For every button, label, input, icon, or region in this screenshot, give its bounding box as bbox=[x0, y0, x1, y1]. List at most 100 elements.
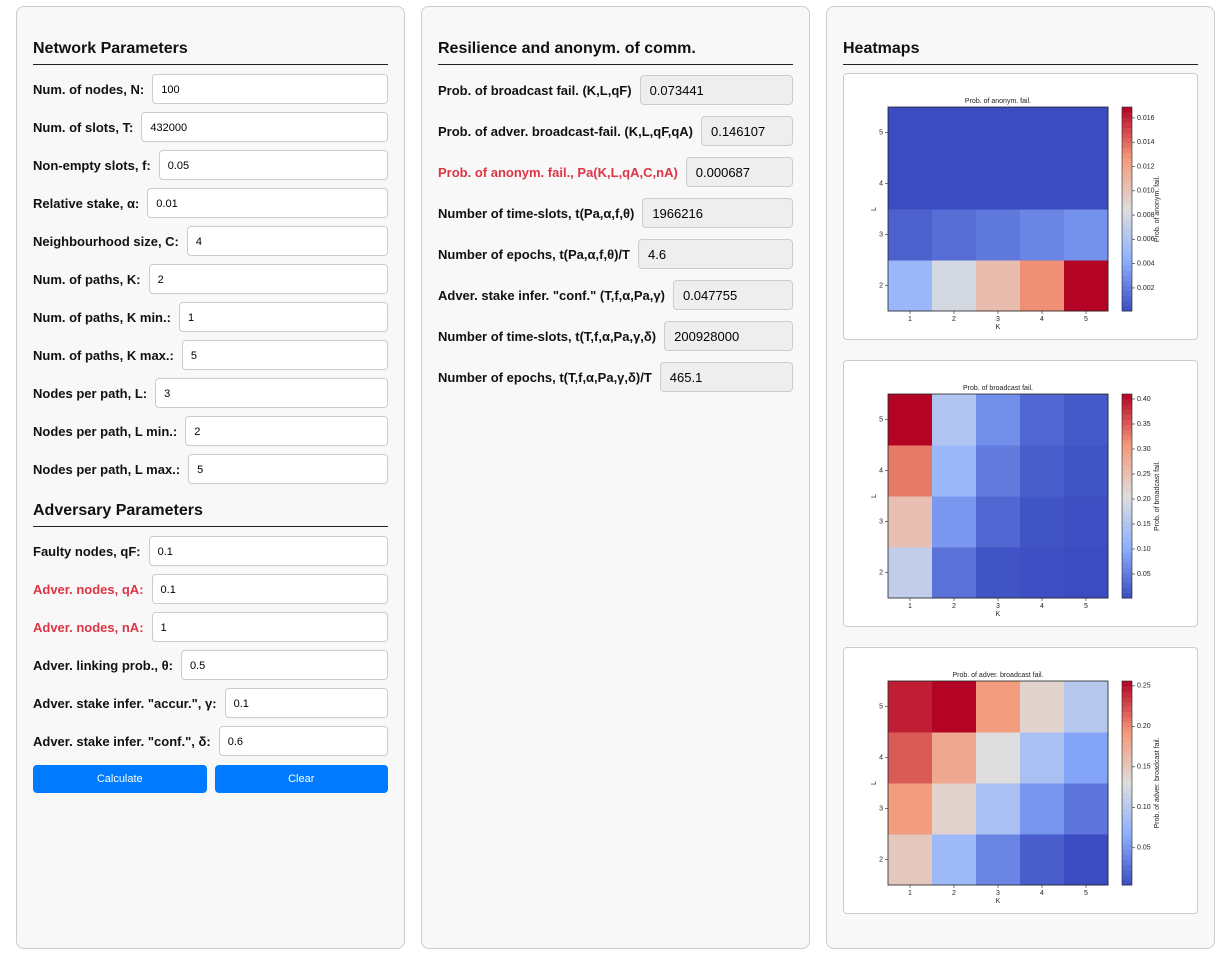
field-input[interactable]: 4 bbox=[186, 226, 388, 256]
field-input[interactable]: 465.1 bbox=[659, 362, 793, 392]
field-input[interactable]: 1 bbox=[151, 612, 388, 642]
field-input[interactable]: 4.6 bbox=[637, 239, 793, 269]
colorbar-step bbox=[1122, 516, 1132, 522]
x-tick-label: 4 bbox=[1040, 316, 1044, 323]
y-tick-label: 5 bbox=[879, 416, 883, 423]
field-input[interactable]: 100 bbox=[152, 74, 388, 104]
field-row: Number of time-slots, t(T,f,α,Pa,γ,δ) 200… bbox=[438, 320, 793, 352]
colorbar-step bbox=[1122, 711, 1132, 718]
heat-cell bbox=[976, 260, 1021, 312]
field-input[interactable]: 0.05 bbox=[158, 150, 388, 180]
field-input[interactable]: 5 bbox=[188, 454, 388, 484]
field-label: Relative stake, α: bbox=[33, 195, 140, 211]
field-input[interactable]: 5 bbox=[181, 340, 388, 370]
colorbar-step bbox=[1122, 686, 1132, 692]
field-row: Number of time-slots, t(Pa,α,f,θ) 1966216 bbox=[438, 197, 793, 229]
colorbar-step bbox=[1122, 470, 1132, 477]
colorbar-step bbox=[1122, 587, 1132, 594]
colorbar-step bbox=[1122, 874, 1132, 881]
colorbar-step bbox=[1122, 803, 1132, 809]
heat-cell bbox=[888, 158, 933, 210]
heat-cell bbox=[888, 834, 933, 886]
field-row: Number of epochs, t(Pa,α,f,θ)/T 4.6 bbox=[438, 238, 793, 270]
field-label: Neighbourhood size, C: bbox=[33, 233, 179, 249]
field-input[interactable]: 2 bbox=[148, 264, 388, 294]
field-row: Adver. nodes, qA: 0.1 bbox=[33, 573, 388, 605]
heatmap-card: Prob. of broadcast fail. 1 2 3 4 5 2 3 4 5 K L 0.05 0… bbox=[843, 360, 1198, 627]
colorbar-step bbox=[1122, 864, 1132, 871]
colorbar-step bbox=[1122, 828, 1132, 835]
field-input[interactable]: 0.1 bbox=[148, 536, 388, 566]
colorbar-step bbox=[1122, 219, 1132, 225]
colorbar-step bbox=[1122, 198, 1132, 205]
x-tick-label: 1 bbox=[908, 603, 912, 610]
heat-cell bbox=[932, 260, 977, 312]
colorbar-step bbox=[1122, 127, 1132, 133]
field-input[interactable]: 0.1 bbox=[224, 688, 388, 718]
field-input[interactable]: 200928000 bbox=[664, 321, 793, 351]
calculate-button[interactable]: Calculate bbox=[33, 765, 207, 793]
colorbar-step bbox=[1122, 762, 1132, 769]
colorbar-step bbox=[1122, 147, 1132, 154]
heatmap-card: Prob. of anonym. fail. 1 2 3 4 5 2 3 4 5 K L 0.002 0.… bbox=[843, 73, 1198, 340]
heat-cell bbox=[932, 681, 977, 733]
colorbar-step bbox=[1122, 834, 1132, 840]
field-input[interactable]: 0.047755 bbox=[672, 280, 793, 310]
heat-cell bbox=[1020, 158, 1065, 210]
clear-button[interactable]: Clear bbox=[214, 765, 388, 793]
heat-cell bbox=[1064, 209, 1109, 261]
colorbar-step bbox=[1122, 429, 1132, 436]
field-input[interactable]: 0.5 bbox=[180, 650, 388, 680]
heat-cell bbox=[1020, 834, 1065, 886]
field-input[interactable]: 0.1 bbox=[151, 574, 388, 604]
field-input[interactable]: 2 bbox=[185, 416, 388, 446]
heat-cell bbox=[888, 107, 933, 159]
colorbar-step bbox=[1122, 229, 1132, 235]
field-input[interactable]: 432000 bbox=[141, 112, 388, 142]
field-input[interactable]: 0.6 bbox=[218, 726, 388, 756]
x-tick-label: 3 bbox=[996, 890, 1000, 897]
section-title: Resilience and anonym. of comm. bbox=[438, 40, 793, 65]
heatmap-card: Prob. of adver. broadcast fail. 1 2 3 4 5 2 3 4 5… bbox=[843, 647, 1198, 914]
colorbar-step bbox=[1122, 439, 1132, 446]
heat-cell bbox=[1064, 834, 1109, 886]
field-label: Nodes per path, L min.: bbox=[33, 423, 178, 439]
heat-cell bbox=[976, 209, 1021, 261]
field-input[interactable]: 0.000687 bbox=[685, 157, 793, 187]
colorbar-frame bbox=[1121, 393, 1133, 599]
colorbar-step bbox=[1122, 132, 1132, 139]
heat-cell bbox=[888, 681, 933, 733]
field-label: Num. of paths, K: bbox=[33, 271, 141, 287]
colorbar-step bbox=[1122, 178, 1132, 184]
field-input[interactable]: 1 bbox=[178, 302, 388, 332]
section-title: Network Parameters bbox=[33, 40, 388, 65]
field-row: Prob. of anonym. fail., Pa(K,L,qA,C,nA) 0… bbox=[438, 156, 793, 188]
x-axis-label: K bbox=[996, 898, 1001, 905]
field-input[interactable]: 0.01 bbox=[147, 188, 388, 218]
field-input[interactable]: 3 bbox=[155, 378, 388, 408]
colorbar-tick-label: 0.25 bbox=[1137, 683, 1151, 690]
field-input[interactable]: 0.146107 bbox=[700, 116, 793, 146]
colorbar-step bbox=[1122, 592, 1132, 599]
field-input[interactable]: 0.073441 bbox=[639, 75, 793, 105]
colorbar-step bbox=[1122, 275, 1132, 281]
colorbar-step bbox=[1122, 173, 1132, 179]
colorbar-step bbox=[1122, 557, 1132, 563]
colorbar-step bbox=[1122, 879, 1132, 886]
chart-title: Prob. of anonym. fail. bbox=[965, 98, 1031, 105]
colorbar-step bbox=[1122, 399, 1132, 405]
colorbar-step bbox=[1122, 193, 1132, 200]
x-tick-label: 3 bbox=[996, 603, 1000, 610]
colorbar-step bbox=[1122, 772, 1132, 779]
heat-cell bbox=[1020, 209, 1065, 261]
heat-cell bbox=[976, 496, 1021, 548]
field-label: Prob. of anonym. fail., Pa(K,L,qA,C,nA) bbox=[438, 164, 678, 180]
colorbar-step bbox=[1122, 696, 1132, 702]
heat-cell bbox=[1064, 107, 1109, 159]
colorbar-step bbox=[1122, 577, 1132, 584]
heat-cell bbox=[888, 547, 933, 599]
field-label: Num. of paths, K max.: bbox=[33, 347, 174, 363]
field-input[interactable]: 1966216 bbox=[642, 198, 793, 228]
colorbar-step bbox=[1122, 511, 1132, 517]
